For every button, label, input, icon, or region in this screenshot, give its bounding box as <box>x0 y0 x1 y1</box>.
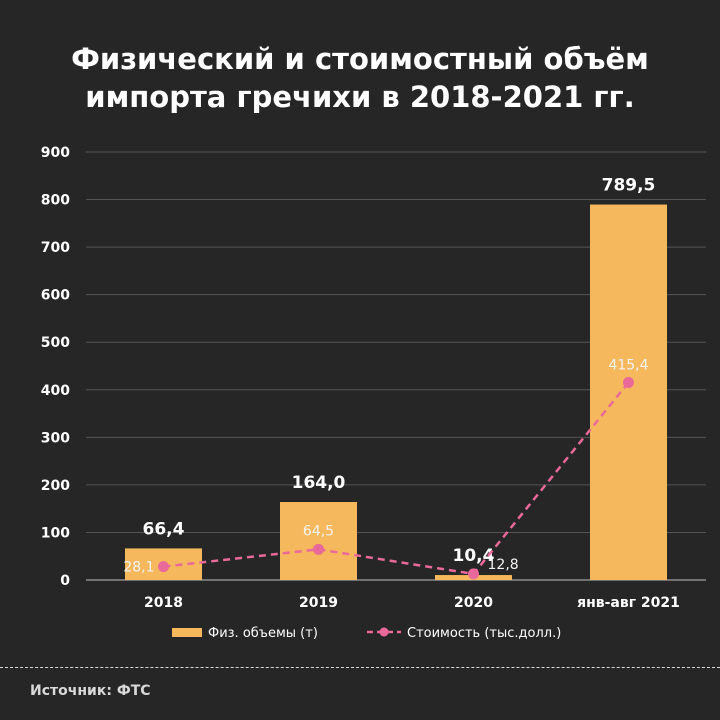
line-point <box>623 376 634 388</box>
bar-value-label: 66,4 <box>143 519 185 539</box>
x-tick-label: 2019 <box>299 595 338 611</box>
line-series <box>158 376 634 580</box>
bar <box>280 502 357 580</box>
line-value-labels: 28,1 64,5 12,8 415,4 <box>123 357 648 575</box>
line-value-label: 28,1 <box>123 560 154 576</box>
legend-label-line: Стоимость (тыс.долл.) <box>407 626 561 641</box>
legend-swatch-bar <box>172 628 202 637</box>
line-value-label: 415,4 <box>608 357 648 373</box>
line-path <box>163 381 630 576</box>
legend-label-bar: Физ. объемы (т) <box>208 626 318 641</box>
footer-divider <box>0 667 720 668</box>
source-note: Источник: ФТС <box>30 683 151 699</box>
y-tick-label: 600 <box>41 288 70 304</box>
y-tick-label: 300 <box>41 430 70 446</box>
bar-value-label: 789,5 <box>602 176 656 196</box>
y-tick-label: 0 <box>60 573 70 589</box>
y-tick-labels: 0 100 200 300 400 500 600 700 800 900 <box>41 145 70 589</box>
chart-title: Физический и стоимостный объём импорта г… <box>0 40 720 116</box>
chart-title-line-1: Физический и стоимостный объём <box>71 42 649 76</box>
line-point <box>158 561 169 573</box>
legend-marker-line <box>379 627 389 637</box>
bar-value-label: 164,0 <box>292 473 346 493</box>
bar <box>590 204 667 580</box>
x-tick-label: 2020 <box>454 595 493 611</box>
x-tick-label: янв-авг 2021 <box>577 595 680 611</box>
legend: Физ. объемы (т) Стоимость (тыс.долл.) <box>172 626 561 641</box>
y-tick-label: 700 <box>41 240 70 256</box>
y-tick-label: 400 <box>41 383 70 399</box>
bar-series <box>125 204 667 580</box>
line-point <box>313 543 324 555</box>
x-tick-labels: 2018 2019 2020 янв-авг 2021 <box>144 595 680 611</box>
y-tick-label: 200 <box>41 478 70 494</box>
chart-title-line-2: импорта гречихи в 2018-2021 гг. <box>85 80 635 114</box>
y-tick-label: 900 <box>41 145 70 161</box>
line-point <box>468 568 479 580</box>
line-value-label: 64,5 <box>303 523 334 539</box>
x-tick-label: 2018 <box>144 595 183 611</box>
y-tick-label: 100 <box>41 525 70 541</box>
y-tick-label: 800 <box>41 193 70 209</box>
y-tick-label: 500 <box>41 335 70 351</box>
line-value-label: 12,8 <box>488 557 519 573</box>
